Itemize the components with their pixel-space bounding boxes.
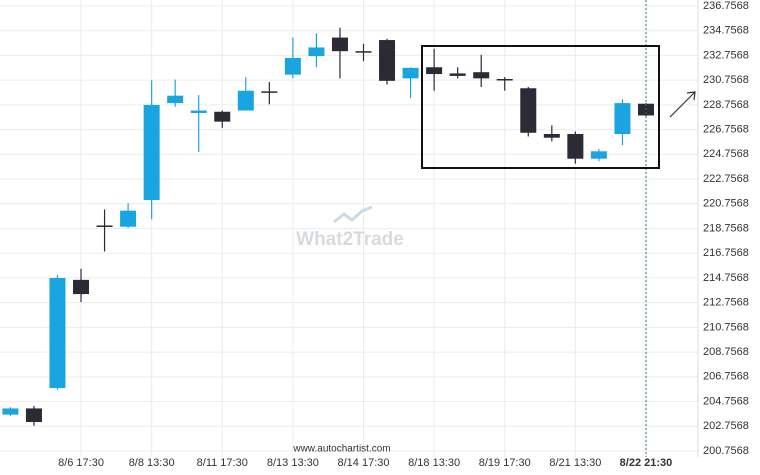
y-tick-label: 232.7568 [703, 49, 749, 61]
candle-body [355, 51, 372, 53]
y-tick-label: 230.7568 [703, 74, 749, 86]
candle-body [96, 225, 113, 227]
watermark: What2Trade [296, 229, 404, 250]
x-tick-label: 8/21 13:30 [549, 457, 601, 469]
candle-body [237, 90, 254, 111]
x-tick-label: 8/14 17:30 [338, 457, 390, 469]
x-tick-label: 8/6 17:30 [58, 457, 104, 469]
candle-body [590, 151, 607, 159]
y-tick-label: 206.7568 [703, 371, 749, 383]
candle-body [426, 67, 443, 75]
candle-body [49, 278, 66, 389]
y-tick-label: 216.7568 [703, 247, 749, 259]
candle-body [308, 47, 325, 57]
candle-body [73, 279, 90, 295]
candle-body [25, 408, 42, 423]
x-tick-label: 8/18 13:30 [408, 457, 460, 469]
y-tick-label: 214.7568 [703, 272, 749, 284]
y-tick-label: 222.7568 [703, 173, 749, 185]
candle-body [214, 111, 231, 122]
candle-body [473, 72, 490, 79]
candle-body [520, 88, 537, 133]
y-tick-label: 208.7568 [703, 346, 749, 358]
candle-body [496, 78, 513, 81]
x-tick-label: 8/8 13:30 [129, 457, 175, 469]
y-tick-label: 226.7568 [703, 123, 749, 135]
candle-body [543, 133, 560, 138]
y-tick-label: 212.7568 [703, 297, 749, 309]
candle-body [167, 95, 184, 104]
y-tick-label: 228.7568 [703, 99, 749, 111]
candle-body [402, 67, 419, 79]
y-tick-label: 224.7568 [703, 148, 749, 160]
y-tick-label: 236.7568 [703, 0, 749, 12]
x-tick-label: 8/13 13:30 [267, 457, 319, 469]
direction-arrow [669, 91, 696, 118]
source: www.autochartist.com [292, 444, 390, 455]
y-tick-label: 202.7568 [703, 420, 749, 432]
x-tick-label: 8/11 17:30 [197, 457, 248, 469]
candle-body [614, 103, 631, 134]
candle-body [567, 133, 584, 159]
x-tick-label: 8/19 17:30 [479, 457, 531, 469]
y-tick-label: 204.7568 [703, 395, 749, 407]
candle-body [143, 104, 160, 201]
candle-body [331, 37, 348, 52]
candle-body [120, 210, 137, 227]
pattern-box [421, 45, 660, 169]
candle-body [284, 57, 301, 75]
y-tick-label: 220.7568 [703, 198, 749, 210]
candle-body [190, 110, 207, 113]
y-tick-label: 218.7568 [703, 222, 749, 234]
y-tick-label: 200.7568 [703, 445, 749, 457]
watermark-icon [333, 205, 373, 224]
candles [2, 27, 654, 426]
y-tick-label: 210.7568 [703, 321, 749, 333]
y-tick-label: 234.7568 [703, 25, 749, 37]
candle-body [379, 40, 396, 81]
candle-body [2, 408, 19, 415]
x-tick-label: 8/22 21:30 [620, 457, 673, 469]
grid [0, 0, 698, 457]
candle-body [449, 73, 466, 76]
candle-body [261, 91, 278, 93]
